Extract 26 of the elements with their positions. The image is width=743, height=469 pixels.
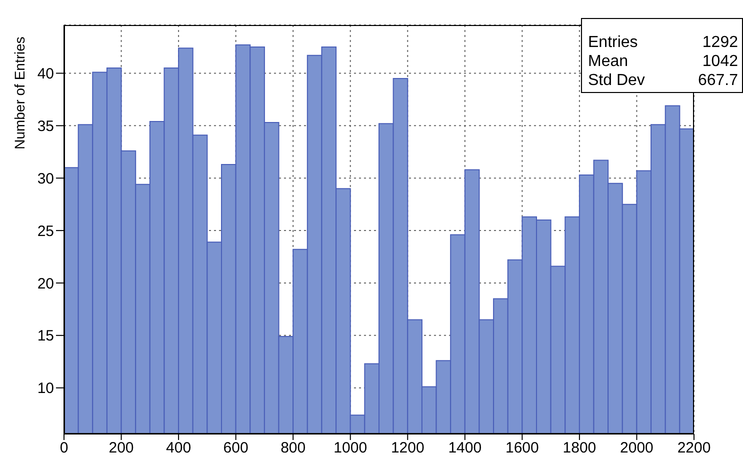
y-tick-label: 20 [37,275,54,292]
annotation: Mean [588,52,628,71]
x-tick-label: 800 [280,440,306,457]
text: 1292 [702,33,738,52]
annotation: Entries [588,33,638,52]
y-tick-label: 10 [37,380,54,398]
y-axis-title: Number of Entries [11,36,28,150]
x-tick-label: 2200 [677,440,711,457]
y-tick-label: 35 [37,118,54,135]
x-tick-label: 200 [108,440,134,457]
y-tick-label: 40 [37,66,54,83]
x-tick-label: 600 [223,440,248,457]
x-tick-label: 2000 [620,440,654,457]
text: 1042 [702,52,738,71]
y-tick-label: 30 [37,170,54,188]
text: 667.7 [698,71,738,90]
y-tick-label: 25 [37,222,54,240]
x-tick-label: 0 [60,440,68,457]
y-tick-label: 15 [37,328,54,345]
x-tick-label: 1400 [448,440,482,457]
annotation: Std Dev [588,71,645,90]
x-tick-label: 400 [166,440,192,457]
x-tick-label: 1200 [390,440,424,457]
x-tick-label: 1600 [505,440,539,457]
x-tick-label: 1800 [562,440,596,457]
x-tick-label: 1000 [334,440,368,457]
